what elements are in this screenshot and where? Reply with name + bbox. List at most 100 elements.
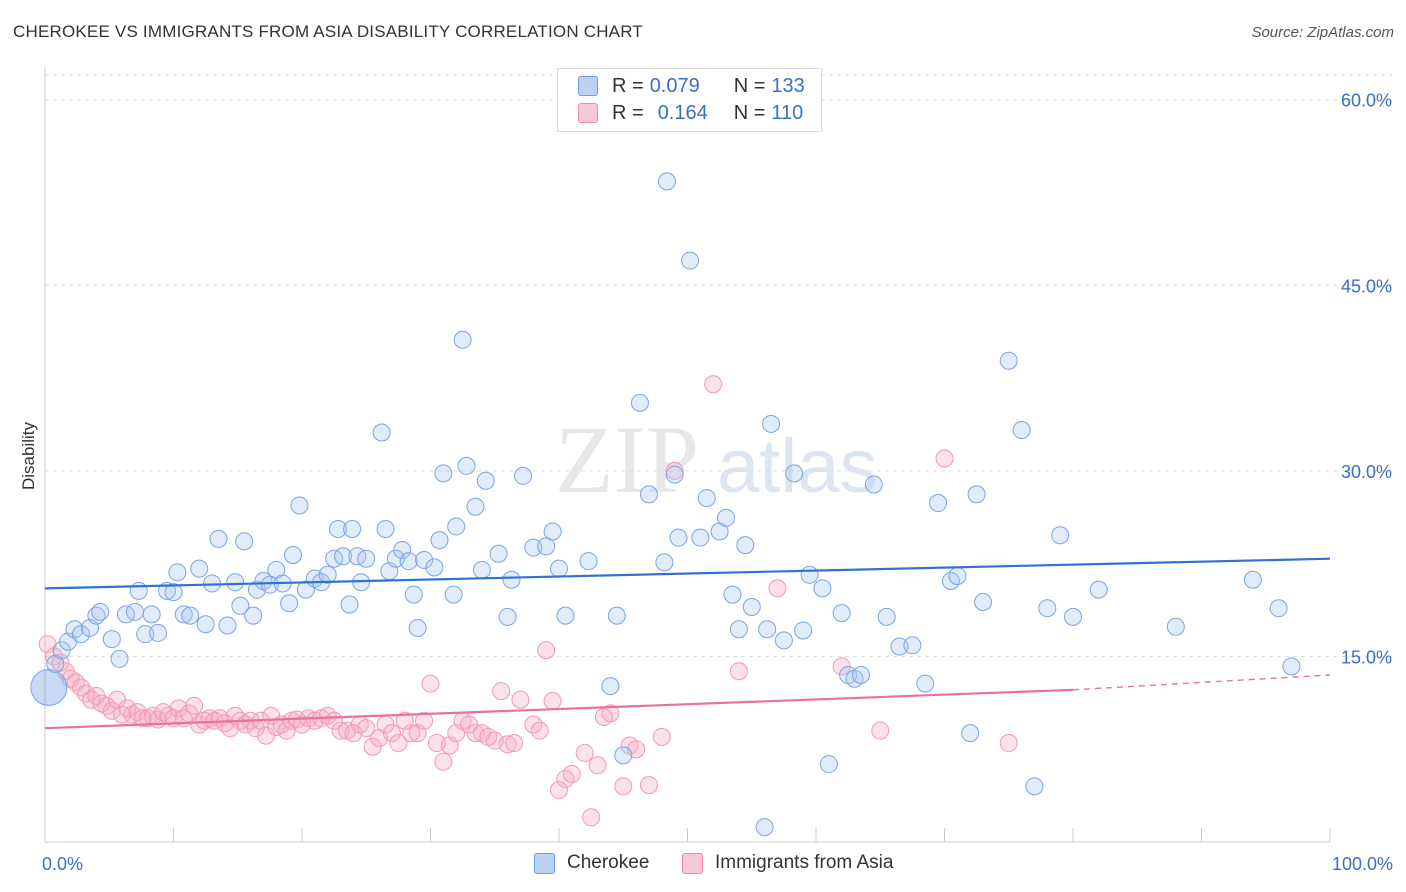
- asia-point: [415, 711, 434, 730]
- cherokee-point: [630, 393, 649, 412]
- cherokee-point: [614, 746, 633, 765]
- cherokee-point: [218, 616, 237, 635]
- legend-n-value: 110: [771, 101, 804, 124]
- source-label: Source: ZipAtlas.com: [1251, 24, 1394, 41]
- cherokee-point: [415, 550, 434, 569]
- asia-point: [582, 808, 601, 827]
- cherokee-legend-label: Cherokee: [567, 852, 650, 873]
- cherokee-point: [1269, 599, 1288, 618]
- cherokee-point: [372, 423, 391, 442]
- asia-point: [66, 673, 85, 692]
- cherokee-point: [903, 636, 922, 655]
- cherokee-point: [729, 620, 748, 639]
- cherokee-point: [514, 466, 533, 485]
- cherokee-point: [196, 615, 215, 634]
- cherokee-point: [498, 607, 517, 626]
- axis-labels: 15.0% 30.0% 45.0% 60.0% 0.0% 100.0% Disability: [19, 91, 1393, 874]
- asia-swatch: [578, 103, 598, 123]
- cherokee-point: [1038, 599, 1057, 618]
- asia-point: [389, 734, 408, 753]
- cherokee-point: [110, 649, 129, 668]
- asia-point: [434, 752, 453, 771]
- x-tick-label: 100.0%: [1332, 854, 1393, 874]
- asia-point: [601, 704, 620, 723]
- cherokee-point: [1243, 570, 1262, 589]
- cherokee-point: [681, 251, 700, 270]
- cherokee-point: [434, 464, 453, 483]
- cherokee-point: [1051, 526, 1070, 545]
- cherokee-legend-swatch: [534, 852, 555, 874]
- asia-trend-line: [44, 688, 1074, 730]
- cherokee-point: [1166, 617, 1185, 636]
- cherokee-point: [376, 520, 395, 539]
- asia-point: [704, 375, 723, 394]
- cherokee-point: [1282, 657, 1301, 676]
- asia-point: [562, 764, 581, 783]
- asia-point: [588, 756, 607, 775]
- cherokee-point: [408, 618, 427, 637]
- cherokee-point: [929, 494, 948, 513]
- cherokee-point: [537, 537, 556, 556]
- cherokee-point: [489, 544, 508, 563]
- cherokee-point: [851, 665, 870, 684]
- cherokee-point: [774, 631, 793, 650]
- cherokee-point: [665, 465, 684, 484]
- watermark-zip: ZIP: [555, 406, 699, 513]
- cherokee-point: [1025, 777, 1044, 796]
- asia-trend-extension: [1072, 674, 1331, 691]
- cherokee-point: [447, 517, 466, 536]
- cherokee-point: [717, 508, 736, 527]
- cherokee-point: [399, 552, 418, 571]
- cherokee-point: [579, 552, 598, 571]
- cherokee-point: [813, 579, 832, 598]
- asia-legend-label: Immigrants from Asia: [715, 852, 894, 873]
- cherokee-point: [502, 570, 521, 589]
- asia-point: [537, 641, 556, 660]
- cherokee-point: [1089, 580, 1108, 599]
- legend-row-cherokee: R = 0.079 N = 133: [578, 73, 805, 99]
- cherokee-point: [457, 456, 476, 475]
- asia-point: [652, 727, 671, 746]
- cherokee-point: [318, 565, 337, 584]
- cherokee-point: [142, 605, 161, 624]
- chart-title: CHEROKEE VS IMMIGRANTS FROM ASIA DISABIL…: [13, 22, 643, 41]
- cherokee-point: [284, 545, 303, 564]
- cherokee-swatch: [578, 76, 598, 96]
- cherokee-point: [794, 621, 813, 640]
- x-tick-label: 0.0%: [42, 854, 83, 874]
- cherokee-point: [260, 575, 279, 594]
- cherokee-point: [742, 597, 761, 616]
- asia-point: [575, 743, 594, 762]
- cherokee-point: [164, 583, 183, 602]
- cherokee-point: [758, 620, 777, 639]
- cherokee-point: [543, 522, 562, 541]
- asia-point: [614, 777, 633, 796]
- cherokee-point: [444, 585, 463, 604]
- cherokee-point: [393, 541, 412, 560]
- cherokee-point: [430, 531, 449, 550]
- cherokee-point: [168, 563, 187, 582]
- legend-n-label: N =: [733, 101, 766, 124]
- cherokee-point: [334, 547, 353, 566]
- asia-point: [195, 711, 214, 730]
- asia-point: [402, 724, 421, 743]
- grid-lines: [45, 74, 1392, 657]
- cherokee-point: [328, 520, 347, 539]
- cherokee-point: [877, 607, 896, 626]
- cherokee-point: [691, 528, 710, 547]
- cherokee-point: [999, 351, 1018, 370]
- legend-row-asia: R = 0.164 N = 110: [578, 100, 803, 126]
- cherokee-point: [149, 623, 168, 642]
- asia-legend-swatch: [682, 852, 703, 874]
- asia-point: [421, 674, 440, 693]
- asia-point: [492, 682, 511, 701]
- cherokee-point: [129, 581, 148, 600]
- cherokee-point: [244, 606, 263, 625]
- asia-point: [871, 721, 890, 740]
- cherokee-point: [453, 330, 472, 349]
- cherokee-point: [550, 559, 568, 578]
- asia-point: [357, 719, 376, 738]
- cherokee-point: [472, 560, 491, 579]
- cherokee-point: [136, 625, 155, 644]
